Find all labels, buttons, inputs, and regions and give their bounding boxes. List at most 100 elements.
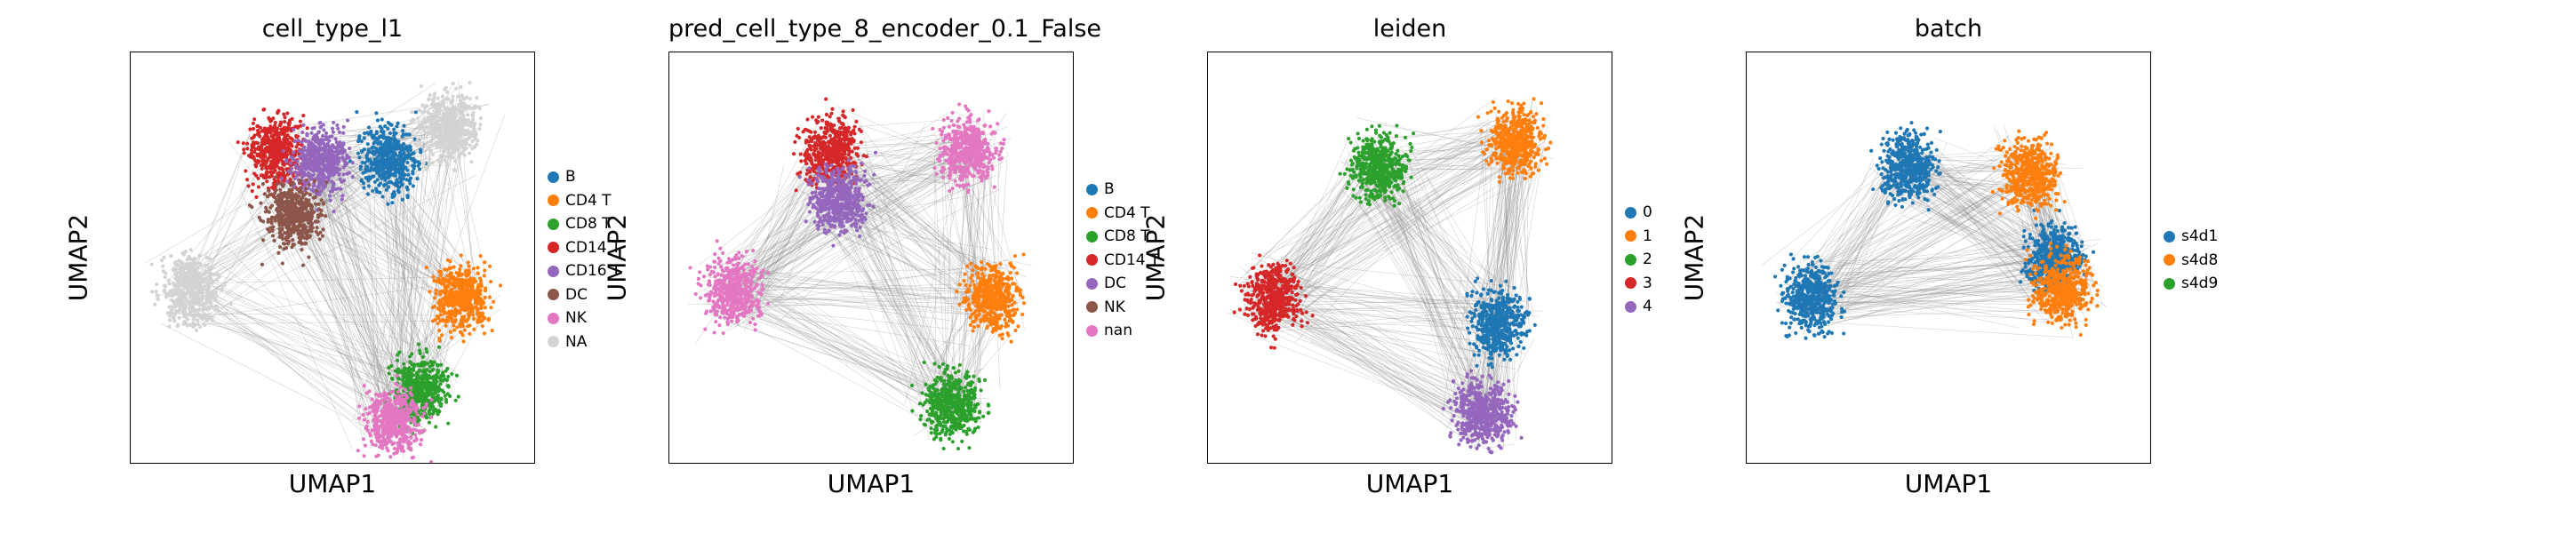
data-point (402, 165, 406, 170)
data-point (332, 168, 337, 173)
data-point (333, 160, 338, 164)
graph-edge (328, 161, 388, 407)
data-point (294, 227, 299, 232)
data-point (476, 271, 480, 275)
graph-edge (387, 146, 419, 378)
data-point (250, 189, 254, 194)
data-point (204, 255, 209, 260)
data-point (286, 208, 291, 212)
data-point (267, 146, 271, 150)
graph-edge (284, 246, 386, 442)
data-point (290, 227, 294, 232)
data-point (463, 278, 468, 282)
data-point (476, 311, 480, 315)
data-point (248, 127, 252, 131)
data-point (383, 402, 388, 408)
data-point (180, 301, 185, 306)
data-point (426, 362, 430, 366)
data-point (379, 442, 383, 447)
data-point (452, 119, 456, 124)
data-point (316, 140, 321, 146)
data-point (300, 205, 305, 210)
data-point (422, 385, 428, 390)
data-point (417, 108, 421, 113)
data-point (405, 160, 410, 165)
data-point (276, 141, 280, 147)
data-point (334, 155, 339, 159)
data-point (373, 392, 379, 397)
data-point (317, 121, 322, 125)
data-point (381, 132, 386, 137)
data-point (341, 142, 346, 147)
data-point (300, 165, 305, 170)
data-point (260, 166, 264, 171)
data-point (369, 439, 373, 443)
data-point (481, 300, 485, 305)
graph-edge (239, 188, 353, 450)
data-point (159, 258, 164, 263)
data-point (374, 111, 379, 115)
graph-edge (202, 294, 399, 391)
data-point (154, 290, 158, 294)
data-point (401, 371, 405, 376)
data-point (364, 426, 368, 431)
data-point (473, 280, 477, 284)
data-point (364, 164, 369, 169)
data-point (431, 367, 436, 371)
data-point (359, 178, 364, 182)
data-point (281, 127, 286, 131)
graph-edge (340, 159, 391, 434)
data-point (380, 446, 385, 450)
data-point (388, 455, 393, 459)
data-point (389, 144, 394, 149)
data-point (302, 203, 307, 208)
data-point (321, 133, 325, 139)
data-point (439, 397, 444, 402)
data-point (411, 455, 416, 460)
data-point (402, 375, 406, 379)
graph-edge (212, 232, 290, 269)
data-point (468, 81, 472, 85)
data-point (183, 305, 188, 309)
data-point (418, 377, 423, 381)
data-point (430, 319, 436, 323)
data-point (299, 150, 304, 155)
data-point (294, 145, 299, 149)
data-point (242, 147, 246, 152)
graph-edge (310, 177, 429, 403)
data-point (196, 271, 201, 275)
data-point (436, 370, 440, 375)
data-point (364, 175, 368, 180)
graph-edge (285, 131, 420, 179)
data-point (254, 164, 259, 169)
data-point (420, 398, 424, 402)
data-point (438, 154, 444, 158)
data-point (202, 322, 206, 327)
data-point (412, 373, 416, 378)
data-point (385, 142, 389, 147)
data-point (432, 296, 437, 300)
data-point (422, 128, 427, 132)
data-point (408, 181, 412, 186)
data-point (246, 184, 251, 188)
data-point (269, 174, 274, 179)
data-point (245, 141, 250, 146)
data-point (293, 216, 299, 220)
data-point (380, 195, 385, 199)
data-point (409, 408, 413, 412)
data-point (259, 173, 263, 178)
data-point (160, 264, 165, 268)
data-point (291, 181, 295, 186)
data-point (331, 173, 335, 178)
data-point (375, 118, 380, 123)
data-point (249, 147, 254, 153)
data-point (323, 150, 327, 155)
graph-edge (298, 212, 404, 391)
data-point (330, 162, 334, 166)
data-point (454, 270, 459, 275)
data-point (185, 257, 190, 262)
data-point (316, 213, 321, 219)
data-point (397, 437, 403, 442)
data-point (289, 171, 293, 176)
data-point (431, 274, 436, 279)
